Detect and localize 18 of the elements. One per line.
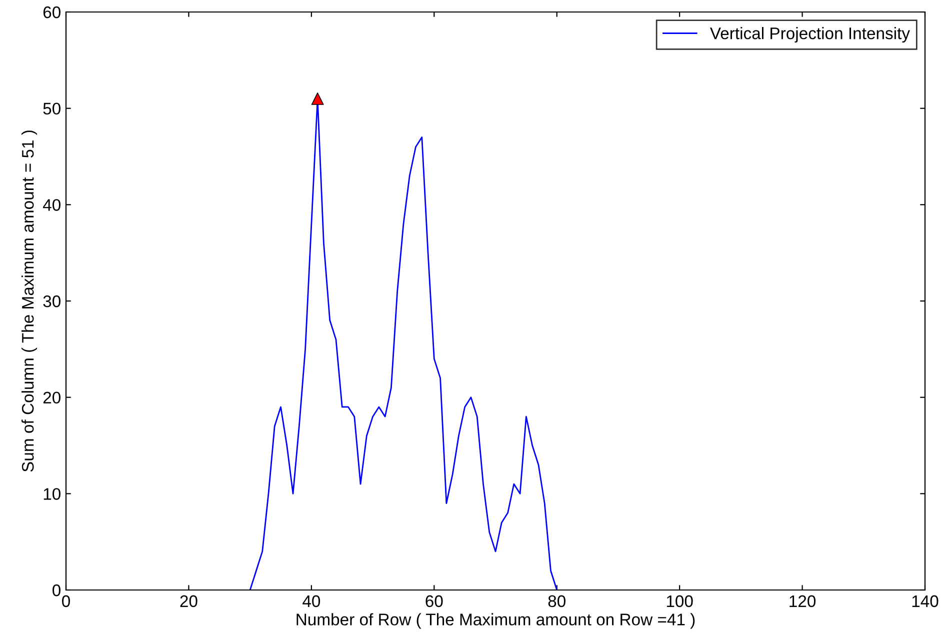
x-tick-label: 20 xyxy=(180,595,198,608)
x-tick-label: 60 xyxy=(426,595,443,608)
y-axis-title: Sum of Column ( The Maximum amount = 51 ) xyxy=(22,130,38,472)
y-tick-label: 50 xyxy=(43,102,60,115)
x-axis-title: Number of Row ( The Maximum amount on Row =41 ) xyxy=(296,613,695,629)
x-tick-label: 80 xyxy=(548,595,566,608)
x-tick-label: 120 xyxy=(790,595,816,608)
y-tick-label: 20 xyxy=(43,392,60,404)
x-tick-label: 40 xyxy=(302,595,320,608)
y-tick-label: 60 xyxy=(43,6,60,18)
y-tick-label: 0 xyxy=(52,584,60,596)
y-tick-label: 40 xyxy=(42,199,60,211)
legend-label: Vertical Projection Intensity xyxy=(710,27,910,43)
y-tick-label: 30 xyxy=(43,295,60,308)
x-tick-label: 140 xyxy=(912,595,938,608)
y-tick-label: 10 xyxy=(44,488,60,500)
x-tick-label: 0 xyxy=(62,595,70,608)
x-tick-label: 100 xyxy=(666,595,693,608)
